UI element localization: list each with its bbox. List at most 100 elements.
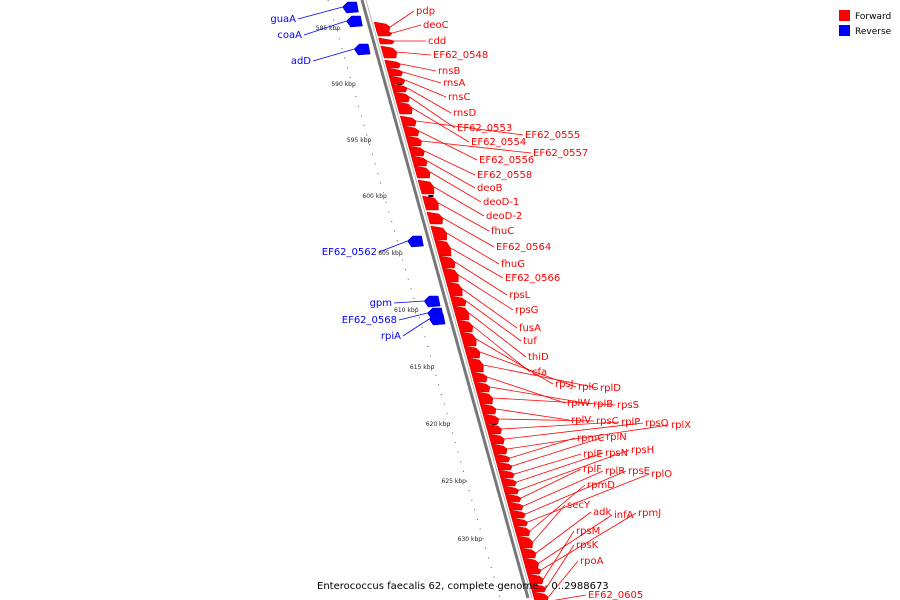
gene-coaa[interactable]: coaA (277, 15, 363, 41)
gene-cfa[interactable]: cfa (456, 319, 547, 378)
gene-arrow[interactable] (467, 357, 484, 373)
gene-rpln[interactable]: rplN (495, 432, 627, 471)
gene-deob[interactable]: deoB (410, 155, 503, 194)
gene-rplf[interactable]: rplF (504, 464, 602, 503)
gene-adk[interactable]: adk (519, 507, 611, 559)
gene-arrow[interactable] (353, 43, 371, 56)
gene-arrow[interactable] (380, 45, 398, 59)
gene-ef62-0548[interactable]: EF62_0548 (380, 45, 488, 61)
gene-arrow[interactable] (417, 179, 435, 195)
gene-arrow[interactable] (378, 37, 395, 45)
gene-arrow[interactable] (485, 423, 502, 435)
gene-arrow[interactable] (516, 535, 534, 549)
gene-rpsm[interactable]: rpsM (526, 526, 600, 585)
gene-ef62-0553[interactable]: EF62_0553 (393, 91, 513, 134)
gene-arrow[interactable] (430, 225, 447, 241)
gene-arrow[interactable] (509, 509, 526, 519)
gene-ef62-0564[interactable]: EF62_0564 (426, 211, 551, 253)
gene-rplp[interactable]: rplP (485, 417, 641, 435)
gene-arrow[interactable] (463, 345, 481, 359)
gene-fhuc[interactable]: fhuC (422, 195, 514, 237)
gene-arrow[interactable] (395, 101, 413, 115)
gene-infa[interactable]: infA (522, 510, 634, 569)
gene-arrow[interactable] (386, 67, 404, 77)
gene-rpmj[interactable]: rpmJ (524, 508, 661, 575)
gene-arrow[interactable] (390, 83, 408, 93)
gene-rplx[interactable]: rplX (490, 420, 691, 455)
gene-arrow[interactable] (407, 235, 424, 248)
gene-rnsa[interactable]: rnsA (386, 67, 466, 89)
gene-rpsn[interactable]: rpsN (500, 448, 628, 487)
gene-ef62-0554[interactable]: EF62_0554 (395, 101, 526, 148)
gene-ef62-0558[interactable]: EF62_0558 (408, 145, 533, 181)
gene-arrow[interactable] (410, 155, 428, 167)
gene-arrow[interactable] (388, 75, 406, 85)
gene-arrow[interactable] (507, 501, 524, 511)
gene-rpss[interactable]: rpsS (476, 391, 639, 411)
gene-arrow[interactable] (449, 295, 467, 307)
gene-arrow[interactable] (422, 195, 439, 211)
gene-ef62-0568[interactable]: EF62_0568 (342, 307, 444, 326)
gene-rpsk[interactable]: rpsK (529, 540, 599, 593)
gene-rpsh[interactable]: rpsH (502, 445, 654, 495)
gene-arrow[interactable] (438, 255, 456, 269)
gene-rpsq[interactable]: rpsQ (488, 418, 669, 445)
gene-pdp[interactable]: pdp (373, 6, 435, 33)
gene-arrow[interactable] (519, 547, 537, 559)
gene-arrow[interactable] (442, 267, 459, 283)
gene-arrow[interactable] (529, 583, 547, 593)
gene-arrow[interactable] (452, 305, 470, 321)
gene-arrow[interactable] (524, 565, 542, 575)
gene-gpm[interactable]: gpm (370, 295, 441, 309)
gene-fhug[interactable]: fhuG (430, 225, 525, 270)
gene-arrow[interactable] (495, 461, 513, 471)
gene-arrow[interactable] (482, 413, 500, 425)
gene-arrow[interactable] (342, 1, 359, 14)
gene-rpoa[interactable]: rpoA (531, 556, 604, 600)
gene-arrow[interactable] (456, 319, 474, 333)
gene-arrow[interactable] (434, 239, 452, 257)
gene-rplo[interactable]: rplO (511, 469, 672, 527)
gene-arrow[interactable] (408, 145, 425, 157)
gene-rpld[interactable]: rplD (467, 357, 621, 394)
gene-arrow[interactable] (375, 29, 393, 37)
gene-arrow[interactable] (405, 135, 423, 147)
gene-cdd[interactable]: cdd (378, 36, 447, 47)
gene-ef62-0555[interactable]: EF62_0555 (399, 115, 580, 141)
gene-arrow[interactable] (470, 371, 488, 383)
gene-deod-1[interactable]: deoD-1 (413, 165, 519, 208)
gene-deod-2[interactable]: deoD-2 (417, 179, 522, 222)
gene-rpmc[interactable]: rpmC (493, 433, 604, 463)
gene-add[interactable]: adD (291, 43, 371, 67)
gene-thid[interactable]: thiD (452, 305, 549, 363)
gene-ef62-0556[interactable]: EF62_0556 (402, 125, 534, 166)
gene-arrow[interactable] (445, 281, 463, 297)
gene-ef62-0605[interactable]: EF62_0605 (534, 590, 644, 600)
gene-rpse[interactable]: rpsE (509, 466, 650, 519)
gene-arrow[interactable] (393, 91, 410, 103)
gene-arrow[interactable] (473, 381, 491, 393)
gene-arrow[interactable] (476, 391, 494, 405)
gene-tuf[interactable]: tuf (449, 295, 537, 347)
gene-arrow[interactable] (413, 165, 431, 179)
gene-arrow[interactable] (346, 15, 363, 28)
gene-arrow[interactable] (531, 591, 549, 600)
gene-rpsg[interactable]: rpsG (442, 267, 538, 316)
gene-arrow[interactable] (426, 211, 444, 225)
gene-rpia[interactable]: rpiA (381, 313, 446, 342)
gene-arrow[interactable] (498, 469, 515, 479)
gene-rnsc[interactable]: rnsC (388, 75, 470, 103)
gene-rpsl[interactable]: rpsL (438, 255, 531, 301)
gene-rplw[interactable]: rplW (470, 371, 590, 409)
gene-arrow[interactable] (399, 115, 417, 127)
gene-guaa[interactable]: guaA (270, 1, 359, 25)
gene-arrow[interactable] (490, 443, 508, 455)
gene-rplc[interactable]: rplC (463, 345, 598, 393)
gene-rnsd[interactable]: rnsD (390, 83, 476, 119)
gene-arrow[interactable] (500, 477, 518, 487)
gene-arrow[interactable] (479, 403, 497, 415)
gene-arrow[interactable] (493, 453, 511, 463)
gene-arrow[interactable] (504, 493, 522, 503)
gene-deoc[interactable]: deoC (375, 20, 449, 37)
gene-arrow[interactable] (459, 331, 477, 347)
